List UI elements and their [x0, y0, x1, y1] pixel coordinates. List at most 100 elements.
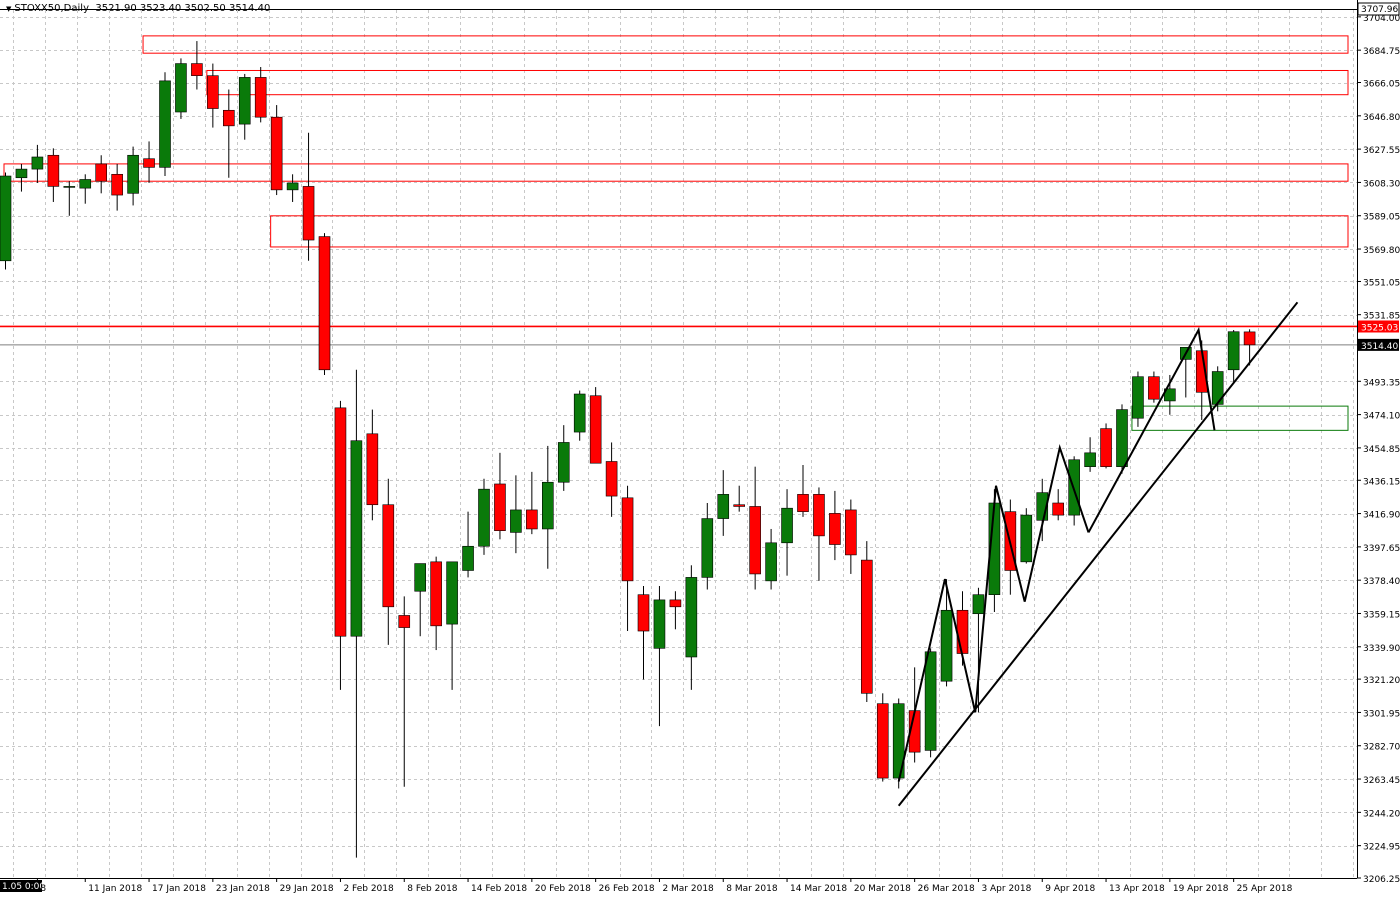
bearish-candle[interactable] [669, 599, 682, 608]
bearish-candle[interactable] [270, 116, 283, 191]
price-line-label-bg [1358, 320, 1399, 333]
y-tick-label: 3224.95 [1363, 843, 1400, 853]
bullish-candle[interactable] [15, 168, 28, 179]
y-tick-label: 3627.55 [1363, 146, 1400, 156]
bullish-candle[interactable] [286, 182, 299, 191]
y-tick-label: 3474.10 [1363, 412, 1400, 422]
current-price-label-bg [1358, 338, 1399, 351]
bearish-candle[interactable] [111, 173, 123, 196]
x-tick-label: 13 Apr 2018 [1109, 884, 1165, 894]
bullish-candle[interactable] [685, 577, 698, 658]
bullish-candle[interactable] [653, 599, 666, 649]
bullish-candle[interactable] [127, 154, 139, 194]
time-cursor-bg [0, 880, 42, 892]
bullish-candle[interactable] [573, 393, 586, 433]
top-value-box [1357, 2, 1400, 16]
bullish-candle[interactable] [940, 609, 953, 682]
bullish-candle[interactable] [462, 545, 474, 571]
bearish-candle[interactable] [749, 506, 761, 575]
x-tick-label: 14 Feb 2018 [471, 884, 527, 894]
bullish-candle[interactable] [701, 518, 714, 578]
bullish-candle[interactable] [478, 488, 490, 547]
bearish-candle[interactable] [334, 407, 347, 637]
support-zone [1131, 405, 1349, 431]
trendline[interactable] [897, 301, 1299, 807]
bullish-candle[interactable] [414, 563, 427, 592]
bearish-candle[interactable] [845, 509, 857, 556]
bearish-candle[interactable] [621, 497, 634, 582]
bearish-candle[interactable] [637, 594, 650, 632]
bullish-candle[interactable] [1020, 514, 1033, 563]
bullish-candle[interactable] [1116, 409, 1128, 467]
bearish-candle[interactable] [494, 483, 506, 531]
bearish-candle[interactable] [366, 433, 379, 506]
bullish-candle[interactable] [31, 156, 44, 170]
y-tick-label: 3416.90 [1363, 511, 1400, 521]
bearish-candle[interactable] [589, 395, 602, 464]
bearish-candle[interactable] [956, 609, 969, 654]
bearish-candle[interactable] [797, 494, 809, 512]
time-cursor-label: 1.05 0:00 [2, 882, 45, 892]
bearish-candle[interactable] [526, 509, 538, 530]
bearish-candle[interactable] [207, 75, 219, 109]
bearish-candle[interactable] [605, 461, 618, 497]
bullish-candle[interactable] [79, 179, 92, 189]
bearish-candle[interactable] [1100, 428, 1112, 467]
y-tick-label: 3397.65 [1363, 544, 1400, 554]
bullish-candle[interactable] [1132, 376, 1144, 419]
y-tick-label: 3282.70 [1363, 743, 1400, 753]
y-tick-label: 3339.90 [1363, 644, 1400, 654]
bullish-candle[interactable] [1227, 331, 1240, 371]
bearish-candle[interactable] [302, 186, 315, 241]
bearish-candle[interactable] [223, 109, 235, 127]
x-tick-label: 8 Mar 2018 [726, 884, 778, 894]
bearish-candle[interactable] [829, 513, 841, 545]
bearish-candle[interactable] [47, 154, 60, 187]
bearish-candle[interactable] [143, 158, 155, 168]
bearish-candle[interactable] [1243, 331, 1256, 346]
bullish-candle[interactable] [63, 186, 76, 188]
bearish-candle[interactable] [1052, 502, 1064, 516]
bearish-candle[interactable] [733, 504, 746, 507]
y-tick-label: 3646.80 [1363, 113, 1400, 123]
x-tick-label: 3 Apr 2018 [981, 884, 1031, 894]
bullish-candle[interactable] [510, 509, 522, 533]
y-tick-label: 3263.45 [1363, 776, 1400, 786]
bearish-candle[interactable] [1148, 376, 1160, 400]
bullish-candle[interactable] [717, 494, 730, 519]
resistance-zone [3, 163, 1349, 182]
bearish-candle[interactable] [813, 494, 825, 537]
bearish-candle[interactable] [860, 559, 873, 694]
resistance-zone [206, 69, 1349, 96]
bearish-candle[interactable] [318, 236, 331, 371]
bullish-candle[interactable] [446, 561, 458, 625]
x-tick-label: 25 Apr 2018 [1237, 884, 1293, 894]
bullish-candle[interactable] [781, 507, 793, 544]
bearish-candle[interactable] [95, 163, 107, 182]
bullish-candle[interactable] [924, 651, 937, 751]
bullish-candle[interactable] [159, 80, 171, 168]
bullish-candle[interactable] [0, 175, 12, 262]
bullish-candle[interactable] [238, 77, 251, 125]
bullish-candle[interactable] [765, 542, 777, 582]
x-tick-label: 8 Feb 2018 [407, 884, 458, 894]
bullish-candle[interactable] [557, 442, 570, 483]
bullish-candle[interactable] [175, 63, 187, 113]
bearish-candle[interactable] [430, 561, 442, 627]
bearish-candle[interactable] [191, 63, 203, 76]
bullish-candle[interactable] [541, 481, 554, 530]
bearish-candle[interactable] [254, 77, 267, 118]
trendline[interactable] [1087, 326, 1216, 533]
y-tick-label: 3206.25 [1363, 875, 1400, 885]
top-value-label: 3707.96 [1361, 5, 1398, 15]
y-tick-label: 3684.75 [1363, 47, 1400, 57]
bullish-candle[interactable] [972, 594, 985, 615]
bearish-candle[interactable] [398, 615, 411, 628]
bearish-candle[interactable] [876, 703, 889, 779]
bullish-candle[interactable] [1084, 452, 1096, 467]
bullish-candle[interactable] [350, 440, 363, 637]
bearish-candle[interactable] [382, 504, 395, 608]
y-tick-label: 3436.15 [1363, 477, 1400, 487]
trendline[interactable] [897, 443, 1090, 782]
